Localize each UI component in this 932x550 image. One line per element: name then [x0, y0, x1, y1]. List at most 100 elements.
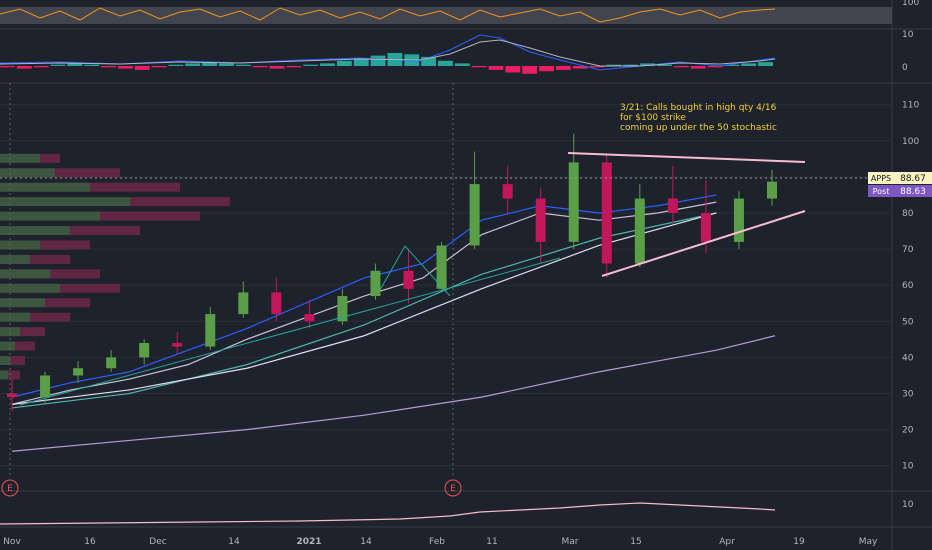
stochastic-tick-100: 100 — [902, 0, 919, 8]
candle-body — [502, 184, 513, 199]
candle-body — [403, 270, 414, 289]
macd-histogram-bar — [235, 64, 251, 66]
price-tick-label: 50 — [902, 317, 914, 327]
time-axis: Nov 16 Dec 14 2021 14 Feb 11 Mar 15 Apr 19 May — [3, 537, 878, 547]
candle-body — [271, 292, 282, 315]
macd-histogram-bar — [589, 66, 605, 68]
price-tick-label: 100 — [902, 137, 919, 147]
volume-profile-bar — [0, 269, 50, 279]
macd-histogram-bar — [572, 66, 588, 69]
moving-average-line — [11, 194, 717, 398]
candle-body — [436, 245, 447, 289]
macd-histogram-bar — [623, 64, 639, 66]
volume-profile-bar — [0, 240, 40, 250]
macd-histogram-bar — [758, 62, 773, 66]
volume-profile-bar — [0, 312, 30, 322]
candle-body — [304, 314, 315, 322]
volume-profile-bar — [0, 168, 120, 178]
candle-body — [139, 342, 150, 358]
macd-histogram-bar — [488, 66, 504, 70]
volume-profile-bar — [0, 226, 70, 236]
volume-profile-bar — [0, 197, 130, 207]
flag-trendline — [379, 245, 451, 297]
bottom-pane-line — [0, 502, 776, 525]
macd-histogram-bar — [522, 66, 538, 74]
earnings-markers: E E — [1, 83, 462, 497]
macd-histogram-bar — [67, 63, 83, 66]
volume-profile-bar — [0, 211, 100, 221]
price-labels: APPS 88.67 Post 88.63 — [868, 172, 932, 197]
volume-profile-bar — [0, 254, 70, 264]
macd-histogram-bar — [336, 60, 352, 66]
price-tick-label: 20 — [902, 426, 914, 436]
price-tick-label: 40 — [902, 353, 914, 363]
annotation-line-2: for $100 strike — [620, 113, 686, 123]
volume-profile-bar — [0, 356, 10, 366]
macd-histogram-bar — [741, 63, 757, 66]
macd-histogram-bar — [353, 58, 369, 66]
macd-histogram-bar — [370, 55, 386, 66]
moving-average-line — [11, 212, 717, 405]
time-tick-label: 19 — [793, 537, 805, 547]
macd-pane: 10 0 — [0, 30, 914, 74]
macd-histogram-bar — [185, 63, 201, 66]
volume-profile-bar — [0, 312, 70, 322]
stochastic-band — [0, 7, 892, 24]
candlesticks — [7, 133, 777, 412]
volume-profile-bar — [0, 341, 35, 351]
long-trendline — [19, 257, 561, 406]
time-tick-label: Nov — [3, 537, 21, 547]
macd-histogram-bar — [657, 64, 672, 66]
price-tick-label: 10 — [902, 462, 914, 472]
macd-histogram-bar — [101, 66, 116, 68]
macd-histogram-bar — [50, 64, 66, 66]
price-tick-label: 60 — [902, 281, 914, 291]
macd-histogram-bar — [202, 62, 218, 66]
time-tick-label: Apr — [719, 537, 735, 547]
post-label: Post — [873, 187, 890, 196]
macd-tick-0: 0 — [902, 63, 908, 73]
symbol-badge — [868, 172, 894, 184]
macd-histogram — [0, 53, 773, 74]
candle-body — [700, 212, 711, 242]
candle-body — [40, 375, 51, 398]
macd-histogram-bar — [303, 64, 319, 66]
candle-body — [667, 198, 678, 213]
time-tick-label: 11 — [486, 537, 497, 547]
macd-histogram-bar — [471, 66, 487, 68]
annotation-line-1: 3/21: Calls bought in high qty 4/16 — [620, 103, 777, 113]
macd-histogram-bar — [168, 64, 184, 66]
volume-profile — [0, 153, 230, 380]
symbol-label: APPS — [871, 174, 891, 183]
macd-histogram-bar — [505, 66, 521, 73]
time-tick-label: 14 — [360, 537, 372, 547]
annotation: 3/21: Calls bought in high qty 4/16 for … — [620, 103, 777, 133]
candle-body — [205, 314, 216, 347]
macd-histogram-bar — [151, 66, 167, 68]
stochastic-pane: 100 — [0, 0, 919, 24]
time-tick-label: May — [859, 537, 878, 547]
volume-profile-bar — [0, 327, 45, 337]
macd-histogram-bar — [0, 66, 15, 68]
candle-body — [733, 198, 744, 242]
moving-average-line — [11, 212, 717, 409]
moving-average-line — [11, 335, 776, 452]
volume-profile-bar — [0, 240, 90, 250]
candle-body — [106, 357, 117, 369]
macd-histogram-bar — [673, 66, 689, 68]
time-tick-label: 2021 — [296, 537, 321, 547]
macd-histogram-bar — [606, 64, 622, 66]
volume-profile-bar — [0, 356, 25, 366]
macd-histogram-bar — [421, 56, 437, 66]
macd-histogram-bar — [707, 66, 723, 68]
price-tick-label: 70 — [902, 245, 914, 255]
trend-lines — [19, 152, 806, 406]
stochastic-line — [0, 7, 776, 23]
candle-body — [469, 184, 480, 246]
earnings-marker-icon — [1, 479, 19, 497]
macd-histogram-bar — [454, 63, 470, 66]
bottom-tick-10: 10 — [902, 500, 914, 510]
